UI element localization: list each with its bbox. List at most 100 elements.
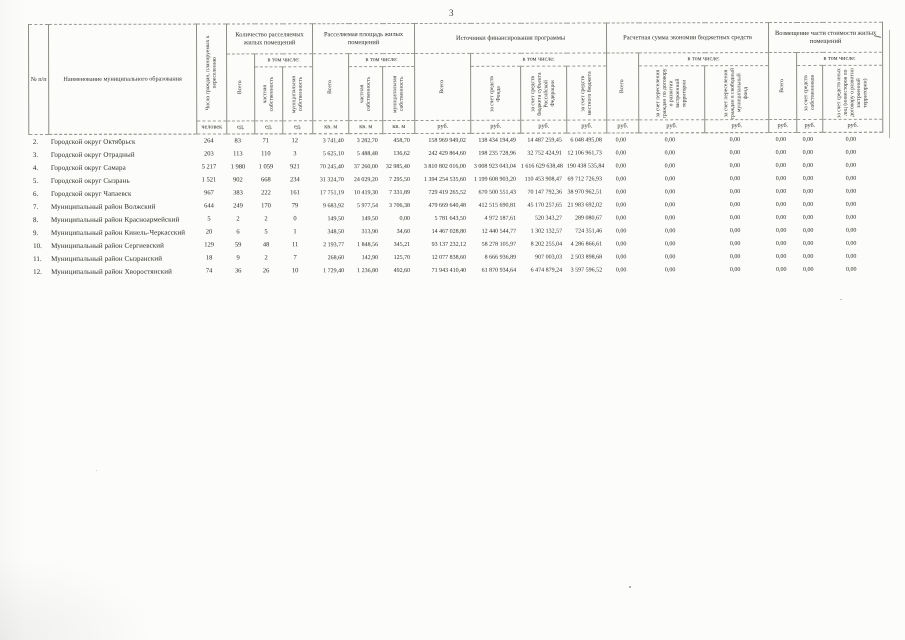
municipality-name: Городской округ Октябрьск [50, 137, 136, 146]
data-cell: 0,00 [802, 227, 814, 234]
data-cell: 0,00 [775, 162, 787, 169]
data-cell: 12 077 838,60 [431, 254, 467, 261]
compensation-owners-label: за счет средств собственников [803, 74, 816, 111]
data-cell: 313,90 [361, 228, 379, 235]
data-cell: 0,00 [802, 253, 814, 260]
header-area-total: Всего [312, 53, 349, 121]
data-cell: 0,00 [775, 188, 787, 195]
header-compensation-investors: за счет средств иных лиц (инвесторов по … [822, 65, 883, 120]
row-number: 7. [32, 202, 39, 211]
financing-fund-label: за счет средств Фонда [489, 75, 502, 112]
data-cell: 58 278 105,97 [481, 241, 517, 248]
data-cell: 170 [261, 202, 271, 210]
data-cell: 0,00 [615, 253, 627, 260]
unit-ed: ед. [226, 120, 255, 134]
table-body: 2. Городской округ Октябрьск 264 83 71 12 3 74… [29, 132, 883, 278]
quantity-total-label: Всего [237, 80, 244, 95]
data-cell: 0,00 [615, 227, 627, 234]
data-cell: 32 752 424,91 [527, 150, 562, 157]
data-cell: 149,50 [327, 215, 345, 222]
data-cell: 110 [261, 150, 271, 158]
municipality-name: Муниципальный район Волжский [50, 202, 156, 211]
header-col-citizens: Число граждан, планируемых к переселению [196, 23, 227, 122]
data-cell: 383 [233, 189, 243, 197]
unit-rub: руб. [796, 119, 823, 133]
unit-rub: руб. [768, 119, 797, 133]
data-cell: 0,00 [802, 188, 814, 195]
data-cell: 0,00 [775, 201, 787, 208]
data-cell: 4 972 187,61 [484, 215, 517, 222]
scan-speck [840, 299, 842, 300]
data-cell: 520 343,27 [535, 215, 563, 222]
unit-ed: ед. [254, 120, 283, 134]
data-cell: 0,00 [664, 149, 676, 156]
data-cell: 1 059 [258, 163, 274, 171]
municipality-name: Городской округ Отрадный [50, 150, 135, 159]
quantity-private-label: частная собственность [262, 76, 275, 112]
data-cell: 149,50 [361, 215, 379, 222]
data-cell: 0,00 [664, 253, 676, 260]
municipality-name: Городской округ Самара [50, 163, 126, 172]
data-cell: 5 977,54 [356, 202, 378, 209]
data-cell: 5 217 [201, 163, 217, 171]
data-cell: 125,70 [393, 254, 411, 261]
data-cell: 1 [293, 228, 297, 236]
data-cell: 9 683,92 [322, 202, 344, 209]
data-cell: 0,00 [802, 240, 814, 247]
data-cell: 110 453 908,47 [524, 176, 562, 183]
data-cell: 20 [205, 228, 213, 236]
data-cell: 0,00 [802, 162, 814, 169]
data-cell: 1 848,56 [357, 241, 379, 248]
data-cell: 0,00 [845, 201, 857, 208]
data-cell: 0,00 [615, 214, 627, 221]
data-cell: 0,00 [775, 214, 787, 221]
data-cell: 113 [233, 150, 243, 158]
data-cell: 69 712 726,93 [567, 175, 602, 183]
document-sheet: № п/п Наименование муниципального образо… [28, 22, 884, 278]
data-cell: 3 008 923 043,04 [473, 163, 516, 170]
header-compensation-including: в том числе: [796, 52, 883, 66]
unit-rub: руб. [414, 120, 471, 134]
table-header: № п/п Наименование муниципального образо… [28, 22, 883, 135]
header-col-name: Наименование муниципального образования [48, 24, 197, 135]
data-cell: 0,00 [664, 175, 676, 182]
data-cell: 222 [261, 189, 271, 197]
data-cell: 5 488,48 [356, 150, 378, 157]
data-cell: 0,00 [729, 175, 741, 182]
citizens-vertical-label: Число граждан, планируемых к переселению [204, 34, 218, 111]
data-cell: 59 [234, 241, 242, 249]
data-cell: 234 [290, 176, 300, 184]
data-cell: 0,00 [729, 227, 741, 234]
data-cell: 32 985,40 [385, 163, 410, 170]
data-cell: 9 [236, 254, 240, 262]
data-cell: 907 003,03 [535, 254, 563, 261]
data-cell: 0,00 [775, 266, 787, 273]
data-cell: 10 [291, 267, 299, 275]
data-cell: 0,00 [775, 149, 787, 156]
data-cell: 1 199 608 903,20 [473, 176, 516, 183]
row-number: 6. [32, 189, 39, 198]
data-cell: 0,00 [729, 240, 741, 247]
data-cell: 0,00 [845, 175, 857, 182]
header-financing-local: за счет средств местного бюджета [566, 65, 607, 121]
data-cell: 5 [264, 228, 268, 236]
data-cell: 142,90 [361, 254, 379, 261]
data-cell: 412 515 690,81 [478, 202, 517, 209]
data-cell: 45 170 257,65 [527, 202, 563, 209]
municipality-name: Городской округ Чапаевск [50, 189, 132, 198]
data-cell: 729 419 265,52 [428, 189, 466, 196]
data-cell: 3 706,38 [388, 202, 411, 209]
data-cell: 7 [293, 254, 297, 262]
data-cell: 0,00 [729, 214, 741, 221]
header-compensation-owners: за счет средств собственников [796, 65, 823, 120]
data-cell: 2 503 898,68 [570, 253, 603, 261]
data-cell: 0,00 [845, 162, 857, 169]
scan-speck [96, 470, 97, 471]
data-cell: 4 286 866,61 [570, 240, 603, 248]
data-cell: 458,70 [393, 137, 410, 144]
table-row: 12. Муниципальный район Хворостянский 74 36… [29, 263, 883, 278]
data-cell: 0,00 [845, 214, 857, 221]
row-number: 2. [32, 137, 39, 146]
data-cell: 3 282,70 [356, 137, 378, 144]
unit-rub: руб. [822, 119, 883, 133]
